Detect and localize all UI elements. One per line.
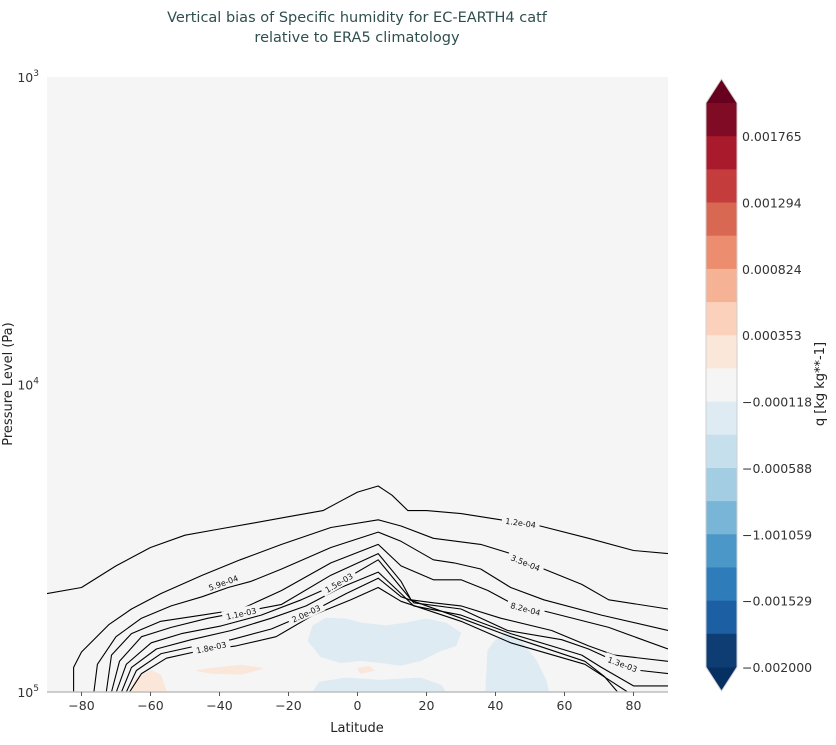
colorbar-extend-over [706,79,737,103]
y-tick-label: 103 [17,69,39,85]
contour-label-group: 1.2e-04 [501,514,541,531]
y-tick-exponent: 4 [33,377,39,387]
contour-label-gap [286,600,326,627]
contour-line-4 [110,553,668,692]
chart-title-line2: relative to ERA5 climatology [254,30,460,46]
plot-background [47,77,668,692]
y-tick-base: 10 [17,378,33,393]
contour-line-5 [115,559,668,692]
x-tick-label: −80 [68,698,94,713]
colorbar-band-15 [706,600,737,635]
colorbar-band-7 [706,335,737,369]
x-tick-label: −40 [206,698,232,713]
y-tick-label: 104 [17,377,39,393]
colorbar-outline [705,78,738,692]
y-tick-exponent: 3 [33,69,39,79]
contour-line-7 [125,577,619,692]
colorbar-band-4 [706,235,737,270]
contour-line-6 [120,571,668,692]
x-axis-label: Latitude [330,721,384,736]
colorbar-tick-label: −1.001059 [742,527,812,542]
contour-label-gap [602,652,643,676]
colorbar-band-16 [706,633,737,668]
contour-line-8 [129,586,628,692]
colorbar-band-13 [706,534,737,568]
contour-label-gap [501,514,541,531]
x-tick-label: 80 [626,698,642,713]
contour-label-gap [319,568,358,597]
x-tick-label: 40 [488,698,504,713]
contour-label-gap [506,550,546,575]
colorbar-extend-under [706,667,737,691]
colorbar-tick-label: 0.000353 [742,328,802,343]
y-tick-exponent: 5 [33,684,39,694]
x-tick-label: −20 [275,698,301,713]
y-axis-label: Pressure Level (Pa) [1,322,16,445]
x-tick-label: 0 [354,698,362,713]
x-tick-label: 60 [557,698,573,713]
colorbar-band-9 [706,401,737,436]
contour-line-1 [73,519,668,692]
plot-content: 1.2e-043.5e-045.9e-048.2e-041.1e-031.3e-… [47,485,668,692]
colorbar: 0.001765 0.001294 0.000824 0.000353 −0.00011… [705,78,812,692]
plot-area: 1.2e-043.5e-045.9e-048.2e-041.1e-031.3e-… [47,77,668,693]
contour-label-gap [203,570,243,595]
y-tick-base: 10 [17,70,33,85]
colorbar-tick-label: 0.000824 [742,262,802,277]
contour-label-gap [221,603,261,623]
colorbar-label: q [kg kg**-1] [813,342,828,426]
colorbar-band-14 [706,567,737,602]
colorbar-band-11 [706,467,737,502]
x-axis: −80 −60 −40 −20 0 20 40 60 80 [68,692,641,713]
colorbar-tick-label: 0.001765 [742,129,802,144]
colorbar-band-2 [706,169,737,204]
colorbar-band-8 [706,368,737,403]
colorbar-tick-label: −0.000118 [742,395,812,410]
colorbar-tick-label: −0.002000 [742,660,812,675]
filled-region-2 [312,677,447,692]
colorbar-band-0 [706,103,737,137]
colorbar-band-5 [706,268,737,303]
colorbar-band-3 [706,202,737,237]
colorbar-band-12 [706,501,737,535]
filled-region-5 [356,665,376,674]
contour-label-gap [505,598,546,619]
filled-region-3 [128,669,167,692]
colorbar-tick-label: −0.000588 [742,461,812,476]
filled-region-4 [196,664,264,675]
colorbar-tick-label: 0.001294 [742,196,802,211]
filled-region-0 [307,617,462,666]
y-tick-base: 10 [17,685,33,700]
colorbar-tick-label: −0.001529 [742,594,812,609]
chart-title-line1: Vertical bias of Specific humidity for E… [167,10,548,26]
contour-line-2 [93,531,668,692]
y-tick-label: 105 [17,684,39,700]
colorbar-band-1 [706,136,737,170]
x-tick-label: 20 [419,698,435,713]
x-tick-label: −60 [137,698,163,713]
filled-region-1 [485,632,550,692]
colorbar-band-10 [706,434,737,469]
contour-label: 1.2e-04 [505,517,537,530]
colorbar-band-6 [706,302,737,336]
contour-label-gap [191,637,231,657]
